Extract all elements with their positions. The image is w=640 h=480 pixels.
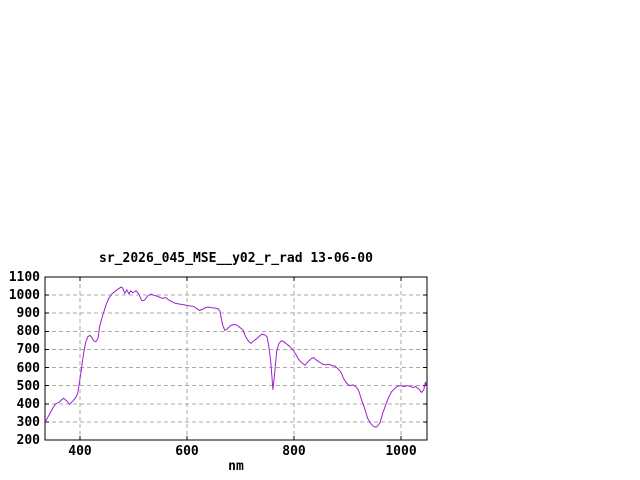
y-tick-label: 400 <box>16 397 40 412</box>
y-tick-label: 600 <box>16 361 40 376</box>
series-line-radiance <box>44 286 428 428</box>
y-tick-label: 700 <box>16 342 40 357</box>
y-tick-label: 500 <box>16 379 40 394</box>
x-tick-label: 800 <box>282 444 306 459</box>
x-tick-label: 600 <box>175 444 199 459</box>
y-tick-label: 800 <box>16 324 40 339</box>
plot-border <box>44 276 428 441</box>
y-tick-label: 1100 <box>8 270 40 285</box>
y-tick-label: 200 <box>16 433 40 448</box>
x-axis-label: nm <box>228 459 244 474</box>
y-tick-label: 900 <box>16 306 40 321</box>
x-tick-label: 1000 <box>385 444 417 459</box>
y-tick-label: 1000 <box>8 288 40 303</box>
chart-title: sr_2026_045_MSE__y02_r_rad 13-06-00 <box>99 251 373 266</box>
x-tick-label: 400 <box>68 444 92 459</box>
y-tick-label: 300 <box>16 415 40 430</box>
